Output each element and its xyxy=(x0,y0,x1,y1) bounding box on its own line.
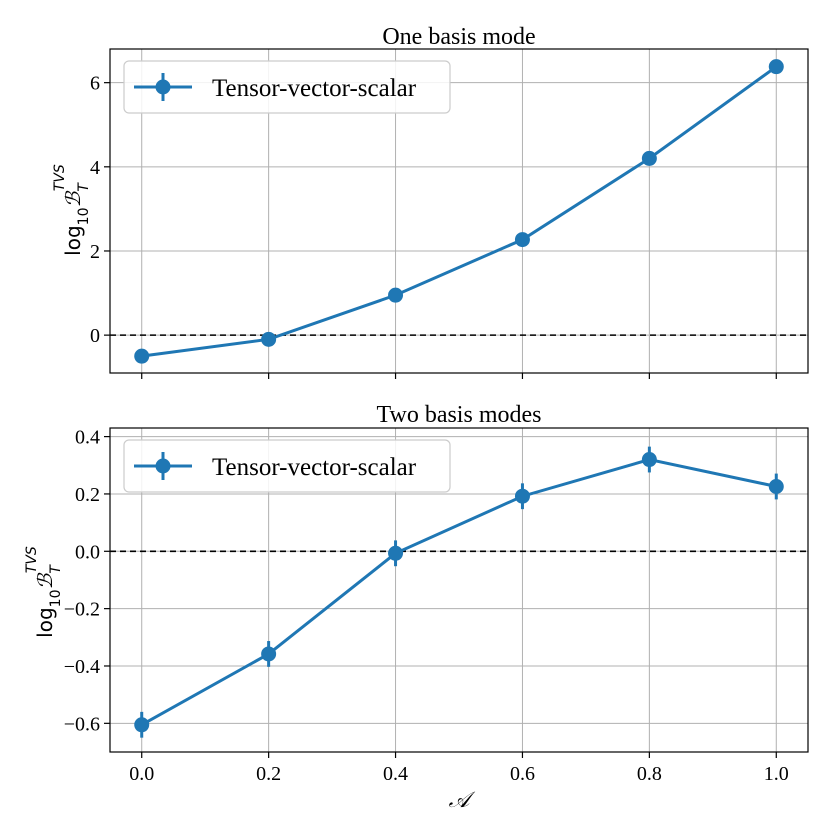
y-tick-label: 6 xyxy=(90,73,100,95)
data-point xyxy=(641,150,657,166)
legend-label: Tensor-vector-scalar xyxy=(212,75,417,102)
x-tick-label: 0.4 xyxy=(383,763,408,785)
y-tick-label: −0.2 xyxy=(64,599,100,621)
legend-label: Tensor-vector-scalar xyxy=(212,454,417,481)
legend-box xyxy=(123,60,451,114)
chart-title: Two basis modes xyxy=(377,402,542,428)
axes-frame xyxy=(109,48,809,374)
x-tick-label: 0.2 xyxy=(256,763,281,785)
data-point xyxy=(388,545,404,561)
series-line xyxy=(140,457,777,727)
legend-box xyxy=(123,439,451,493)
data-point xyxy=(134,348,150,364)
x-tick-label: 0.0 xyxy=(129,763,154,785)
legend-marker xyxy=(155,458,171,474)
y-tick-label: 0.2 xyxy=(75,484,100,506)
axes-frame xyxy=(109,427,809,753)
y-tick-label: 0.4 xyxy=(75,427,100,449)
data-point xyxy=(388,287,404,303)
data-point xyxy=(768,59,784,75)
x-axis-label: 𝒜 xyxy=(449,787,476,812)
data-point xyxy=(514,488,530,504)
data-point xyxy=(768,478,784,494)
data-point xyxy=(134,717,150,733)
legend: Tensor-vector-scalar xyxy=(123,60,451,114)
legend-marker xyxy=(155,79,171,95)
data-point xyxy=(261,646,277,662)
y-axis-label: log10ℬTTVS xyxy=(52,164,92,256)
y-tick-label: 2 xyxy=(90,241,100,263)
chart-title: One basis mode xyxy=(382,24,535,50)
y-tick-label: −0.6 xyxy=(64,713,100,735)
y-tick-label: 4 xyxy=(90,157,100,179)
x-tick-label: 0.8 xyxy=(637,763,662,785)
x-tick-label: 0.6 xyxy=(510,763,535,785)
y-tick-label: 0 xyxy=(90,325,100,347)
data-point xyxy=(641,452,657,468)
data-point xyxy=(514,232,530,248)
y-tick-label: 0.0 xyxy=(75,541,100,563)
x-tick-label: 1.0 xyxy=(764,763,789,785)
chart-panel-2: 0.0 0.2 0.4 0.6 0.8 1.0 −0.6 −0.4 −0.2 0.0 0.2 0.4 T… xyxy=(24,402,809,812)
data-point xyxy=(261,331,277,347)
series-line xyxy=(141,65,778,358)
chart-panel-1: 0 2 4 6 One basis mode log10ℬTTVS Tensor-vecto… xyxy=(52,24,809,379)
legend: Tensor-vector-scalar xyxy=(123,439,451,493)
y-axis-label: log10ℬTTVS xyxy=(24,546,64,638)
y-tick-label: −0.4 xyxy=(64,656,100,678)
